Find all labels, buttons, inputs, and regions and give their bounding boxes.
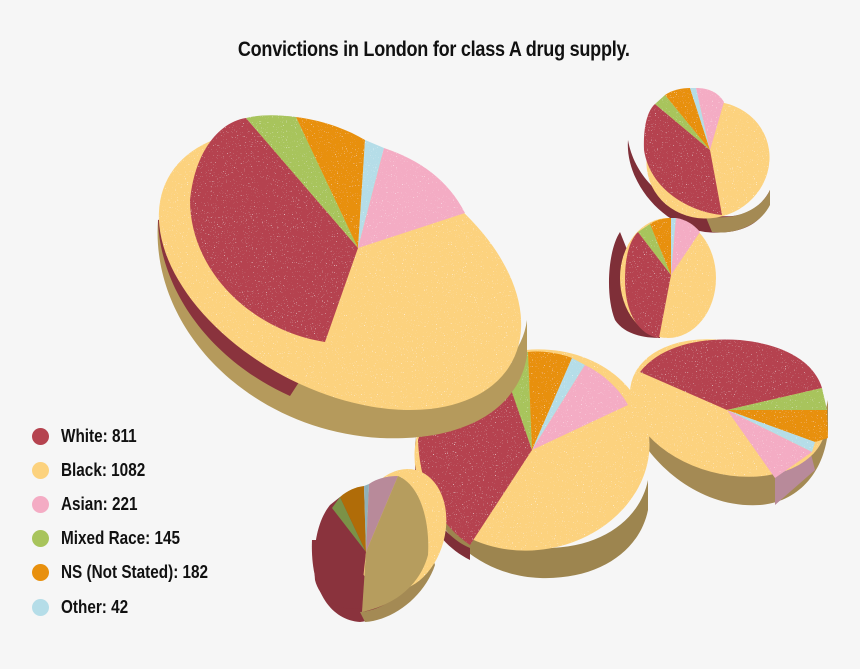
legend-label: Other: 42 xyxy=(61,596,129,617)
pie-main xyxy=(157,115,527,439)
legend-swatch-icon xyxy=(32,598,49,616)
legend-label: White: 811 xyxy=(61,425,137,446)
legend: White: 811 Black: 1082 Asian: 221 Mixed … xyxy=(32,419,234,624)
pie-3 xyxy=(608,218,716,338)
legend-item-not-stated: NS (Not Stated): 182 xyxy=(32,556,234,590)
legend-item-other: Other: 42 xyxy=(32,590,234,624)
legend-swatch-icon xyxy=(32,461,49,479)
legend-item-asian: Asian: 221 xyxy=(32,487,234,521)
legend-label: Asian: 221 xyxy=(61,493,138,514)
legend-item-mixed-race: Mixed Race: 145 xyxy=(32,522,234,556)
legend-swatch-icon xyxy=(32,564,49,582)
pie-2 xyxy=(627,88,770,233)
legend-label: NS (Not Stated): 182 xyxy=(61,562,209,583)
legend-item-black: Black: 1082 xyxy=(32,453,234,487)
legend-swatch-icon xyxy=(32,495,49,513)
pie-5 xyxy=(624,339,828,506)
legend-swatch-icon xyxy=(32,530,49,548)
legend-label: Mixed Race: 145 xyxy=(61,528,181,549)
pie-6 xyxy=(311,468,447,622)
legend-swatch-icon xyxy=(32,427,49,445)
legend-label: Black: 1082 xyxy=(61,459,146,480)
legend-item-white: White: 811 xyxy=(32,419,234,453)
chart-title: Convictions in London for class A drug s… xyxy=(237,38,630,61)
